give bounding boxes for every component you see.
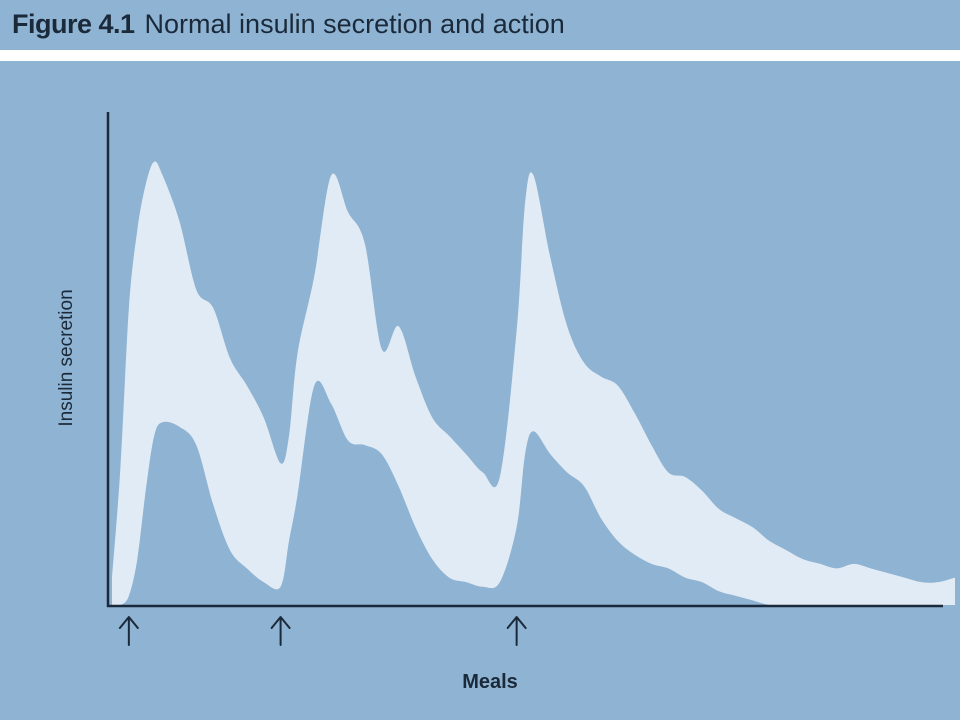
figure-number: Figure 4.1 <box>12 9 135 39</box>
band-layer <box>112 161 955 606</box>
meal-arrow-icon <box>118 616 139 646</box>
x-axis-label: Meals <box>462 671 518 693</box>
meal-markers <box>118 616 527 646</box>
secretion-band-series-0 <box>112 161 955 606</box>
header-divider <box>0 50 960 61</box>
meal-arrow-icon <box>270 616 291 646</box>
meal-arrow-icon <box>506 616 527 646</box>
figure-title: Figure 4.1 Normal insulin secretion and a… <box>12 7 565 41</box>
insulin-secretion-chart: Insulin secretion Meals <box>56 112 955 693</box>
figure-title-text: Normal insulin secretion and action <box>144 9 565 39</box>
figure-header: Figure 4.1 Normal insulin secretion and a… <box>0 0 960 50</box>
y-axis-label: Insulin secretion <box>56 289 77 426</box>
